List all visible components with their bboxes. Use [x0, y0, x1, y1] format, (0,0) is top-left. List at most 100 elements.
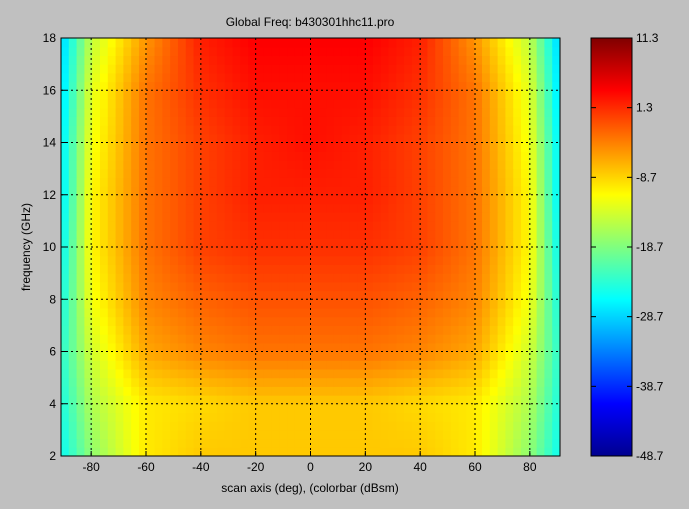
heatmap-cell	[232, 90, 241, 100]
heatmap-cell	[349, 360, 358, 370]
heatmap-cell	[388, 255, 397, 266]
heatmap-cell	[536, 307, 546, 318]
heatmap-cell	[513, 229, 522, 239]
heatmap-cell	[341, 90, 351, 100]
heatmap-cell	[209, 438, 218, 448]
heatmap-cell	[68, 342, 78, 353]
heatmap-cell	[411, 316, 421, 326]
heatmap-cell	[435, 81, 444, 91]
heatmap-cell	[76, 281, 85, 292]
heatmap-cell	[310, 72, 319, 83]
heatmap-cell	[255, 98, 265, 109]
heatmap-cell	[365, 307, 374, 318]
heatmap-cell	[248, 334, 257, 344]
heatmap-cell	[76, 46, 85, 57]
heatmap-cell	[68, 316, 78, 326]
heatmap-cell	[115, 377, 124, 387]
heatmap-cell	[216, 316, 226, 326]
heatmap-cell	[450, 351, 460, 361]
heatmap-cell	[388, 342, 397, 353]
heatmap-cell	[287, 72, 296, 83]
heatmap-cell	[271, 46, 280, 57]
heatmap-cell	[232, 281, 241, 292]
heatmap-cell	[372, 368, 382, 379]
heatmap-cell	[185, 212, 195, 222]
heatmap-cell	[162, 220, 171, 231]
heatmap-cell	[68, 186, 78, 196]
heatmap-cell	[552, 186, 560, 196]
heatmap-cell	[521, 46, 530, 57]
heatmap-cell	[505, 38, 514, 48]
heatmap-cell	[248, 325, 257, 335]
heatmap-cell	[287, 264, 296, 274]
heatmap-cell	[185, 81, 195, 91]
heatmap-cell	[349, 438, 358, 448]
heatmap-cell	[99, 107, 109, 117]
heatmap-cell	[216, 107, 226, 117]
heatmap-cell	[302, 281, 312, 292]
heatmap-cell	[248, 273, 257, 283]
heatmap-cell	[443, 412, 452, 422]
heatmap-cell	[302, 264, 312, 274]
heatmap-cell	[505, 247, 514, 257]
heatmap-cell	[232, 72, 241, 83]
heatmap-cell	[154, 151, 163, 161]
heatmap-cell	[162, 351, 171, 361]
heatmap-cell	[263, 125, 273, 135]
heatmap-cell	[318, 264, 327, 274]
heatmap-cell	[115, 325, 124, 335]
heatmap-cell	[458, 168, 468, 178]
heatmap-cell	[255, 38, 265, 48]
heatmap-cell	[99, 72, 109, 83]
heatmap-cell	[115, 447, 124, 456]
heatmap-cell	[404, 72, 413, 83]
heatmap-cell	[61, 334, 70, 344]
heatmap-cell	[411, 290, 421, 300]
heatmap-cell	[474, 168, 483, 178]
heatmap-cell	[232, 38, 241, 48]
heatmap-cell	[450, 360, 460, 370]
heatmap-cell	[76, 186, 85, 196]
heatmap-cell	[76, 72, 85, 83]
heatmap-cell	[279, 377, 288, 387]
heatmap-cell	[357, 116, 366, 126]
heatmap-cell	[287, 116, 296, 126]
heatmap-cell	[310, 247, 319, 257]
heatmap-cell	[185, 368, 195, 379]
heatmap-cell	[224, 273, 234, 283]
heatmap-cell	[365, 90, 374, 100]
heatmap-cell	[92, 290, 101, 300]
heatmap-cell	[497, 342, 507, 353]
heatmap-cell	[333, 421, 343, 431]
heatmap-cell	[505, 186, 514, 196]
heatmap-cell	[61, 421, 70, 431]
heatmap-cell	[115, 264, 124, 274]
heatmap-cell	[224, 247, 234, 257]
heatmap-cell	[170, 334, 179, 344]
heatmap-cell	[310, 377, 319, 387]
heatmap-cell	[248, 55, 257, 65]
heatmap-cell	[193, 220, 202, 231]
heatmap-cell	[279, 412, 288, 422]
heatmap-cell	[372, 360, 382, 370]
heatmap-cell	[388, 377, 397, 387]
heatmap-cell	[76, 299, 85, 309]
heatmap-cell	[61, 438, 70, 448]
heatmap-cell	[536, 220, 546, 231]
heatmap-cell	[84, 299, 93, 309]
x-axis-label: scan axis (deg), (colorbar (dBsm)	[221, 481, 398, 495]
heatmap-cell	[505, 281, 514, 292]
heatmap-cell	[372, 64, 382, 74]
heatmap-cell	[474, 299, 483, 309]
heatmap-cell	[388, 133, 397, 144]
heatmap-cell	[232, 342, 241, 353]
heatmap-cell	[201, 177, 210, 187]
heatmap-cell	[388, 325, 397, 335]
heatmap-cell	[544, 264, 553, 274]
heatmap-cell	[380, 81, 390, 91]
heatmap-cell	[162, 177, 171, 187]
heatmap-cell	[170, 159, 179, 170]
heatmap-cell	[263, 255, 273, 266]
heatmap-cell	[505, 438, 514, 448]
heatmap-cell	[99, 116, 109, 126]
